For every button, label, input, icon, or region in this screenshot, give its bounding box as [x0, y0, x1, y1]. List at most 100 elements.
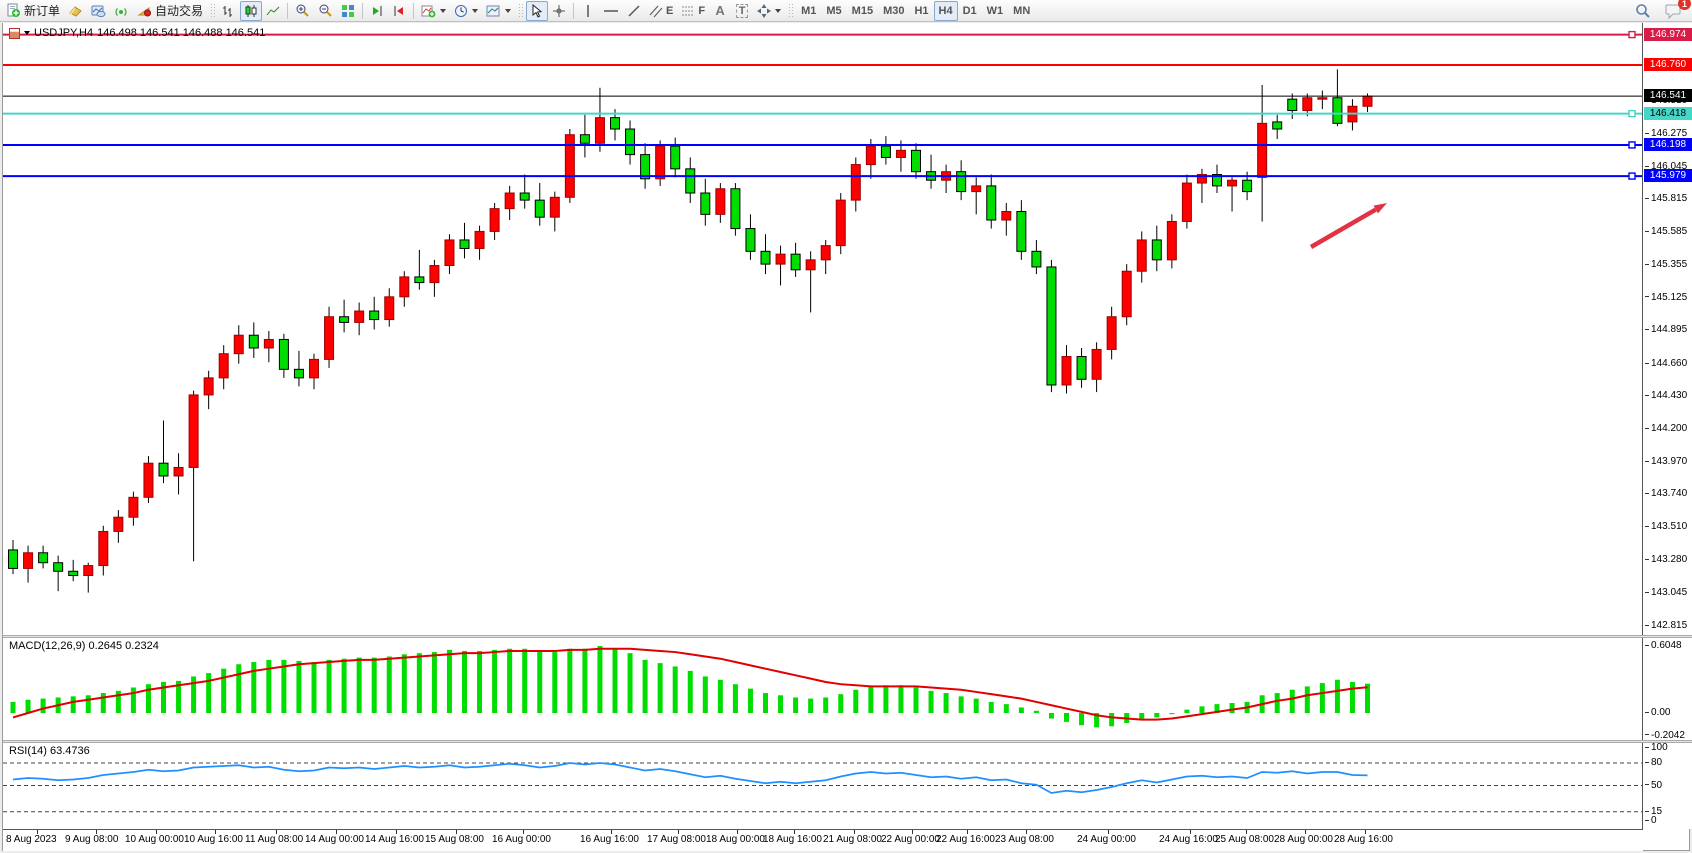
auto-trading-button[interactable]: 自动交易: [133, 1, 207, 21]
line-chart-button[interactable]: [262, 1, 284, 21]
vertical-line-button[interactable]: [577, 1, 599, 21]
time-tick: [1305, 830, 1306, 834]
time-label: 10 Aug 16:00: [184, 834, 243, 845]
time-tick: [854, 830, 855, 834]
level-price-badge: 145.979: [1644, 169, 1692, 183]
time-label: 9 Aug 08:00: [65, 834, 119, 845]
crosshair-button[interactable]: [548, 1, 570, 21]
time-label: 24 Aug 00:00: [1077, 834, 1136, 845]
bar-chart-icon: [222, 4, 236, 18]
time-label: 28 Aug 00:00: [1274, 834, 1333, 845]
toolbar-separator: [287, 2, 289, 19]
candlestick-chart-button[interactable]: [240, 0, 263, 21]
clock-icon: [454, 4, 468, 18]
chart-header: USDJPY,H4 146.498 146.541 146.488 146.54…: [9, 27, 265, 39]
price-axis[interactable]: 146.745146.510146.275146.045145.815145.5…: [1643, 23, 1692, 635]
cursor-button[interactable]: [526, 0, 549, 21]
time-tick: [1190, 830, 1191, 834]
quotes-button[interactable]: [64, 1, 87, 21]
price-tick: 145.815: [1645, 193, 1687, 204]
timeframe-M15[interactable]: M15: [851, 4, 874, 17]
symbol-period-label: USDJPY,H4: [34, 27, 94, 39]
price-chart-area[interactable]: USDJPY,H4 146.498 146.541 146.488 146.54…: [3, 23, 1643, 635]
zoom-out-button[interactable]: [314, 1, 337, 21]
signals-icon: [114, 4, 129, 18]
new-order-button[interactable]: 新订单: [2, 1, 64, 21]
time-tick: [1108, 830, 1109, 834]
price-tick: 144.430: [1645, 390, 1687, 401]
crosshair-icon: [552, 4, 566, 18]
rsi-tick: 0: [1645, 815, 1657, 826]
chart-window-icon: [9, 27, 20, 39]
level-price-badge: 146.760: [1644, 58, 1692, 72]
timeframe-D1[interactable]: D1: [962, 4, 977, 17]
macd-label: MACD(12,26,9) 0.2645 0.2324: [9, 640, 159, 652]
text-label-button[interactable]: T: [731, 1, 753, 21]
arrows-tool-icon: [757, 3, 772, 18]
notification-badge: 1: [1678, 0, 1691, 10]
timeframe-H4[interactable]: H4: [933, 0, 958, 21]
toolbar-grip: [788, 2, 794, 19]
rsi-tick: 50: [1645, 780, 1662, 791]
price-tick: 143.970: [1645, 456, 1687, 467]
price-tick: 143.740: [1645, 488, 1687, 499]
panel-splitter[interactable]: [3, 740, 1692, 743]
time-label: 24 Aug 16:00: [1159, 834, 1218, 845]
arrows-tool-button[interactable]: [753, 1, 785, 21]
zoom-in-button[interactable]: [291, 1, 314, 21]
toolbar-separator: [573, 2, 575, 19]
time-label: 21 Aug 08:00: [823, 834, 882, 845]
rsi-axis: 100 80 50 15 0: [1643, 742, 1692, 829]
chart-profile-icon: [91, 4, 106, 18]
level-price-badge: 146.198: [1644, 137, 1692, 151]
price-tick: 143.280: [1645, 554, 1687, 565]
periods-button[interactable]: [450, 1, 482, 21]
templates-button[interactable]: [482, 1, 515, 21]
time-tick: [611, 830, 612, 834]
time-label: 18 Aug 16:00: [763, 834, 822, 845]
timeframe-M5[interactable]: M5: [826, 4, 842, 17]
indicators-button[interactable]: [417, 1, 450, 21]
auto-scroll-button[interactable]: [366, 1, 388, 21]
macd-panel[interactable]: MACD(12,26,9) 0.2645 0.2324: [3, 638, 1643, 740]
search-button[interactable]: [1631, 1, 1655, 21]
timeframe-H1[interactable]: H1: [914, 4, 929, 17]
signals-button[interactable]: [110, 1, 133, 21]
tile-windows-button[interactable]: [337, 1, 359, 21]
price-tick: 144.895: [1645, 324, 1687, 335]
trendline-icon: [627, 4, 641, 18]
price-tick: 144.200: [1645, 423, 1687, 434]
rsi-name: RSI(14): [9, 745, 47, 757]
horizontal-line-icon: [603, 4, 619, 18]
timeframe-MN[interactable]: MN: [1013, 4, 1031, 17]
channel-glyph: E: [666, 4, 674, 17]
notifications-button[interactable]: 1: [1661, 0, 1691, 21]
time-axis[interactable]: 8 Aug 2023 9 Aug 08:00 10 Aug 00:00 10 Aug …: [3, 829, 1643, 851]
rsi-panel[interactable]: RSI(14) 63.4736: [3, 743, 1643, 829]
text-tool-button[interactable]: A: [709, 1, 731, 21]
toolbar-separator: [362, 2, 364, 19]
time-label: 17 Aug 08:00: [647, 834, 706, 845]
vertical-line-icon: [583, 4, 593, 18]
timeframe-W1[interactable]: W1: [986, 4, 1004, 17]
timeframe-M1[interactable]: M1: [801, 4, 817, 17]
panel-splitter[interactable]: [3, 635, 1692, 638]
chevron-down-icon[interactable]: [24, 31, 30, 35]
fibonacci-icon: [681, 4, 695, 18]
new-order-label: 新订单: [24, 4, 61, 18]
chart-profile-button[interactable]: [87, 1, 110, 21]
time-label: 25 Aug 08:00: [1215, 834, 1274, 845]
bar-chart-button[interactable]: [218, 1, 240, 21]
horizontal-line-button[interactable]: [599, 1, 623, 21]
time-label: 22 Aug 00:00: [881, 834, 940, 845]
tile-windows-icon: [341, 4, 355, 18]
macd-tick: -0.2042: [1645, 730, 1685, 741]
equidistant-channel-button[interactable]: E: [645, 1, 677, 21]
chart-shift-button[interactable]: [388, 1, 410, 21]
chart-shift-icon: [392, 4, 406, 18]
trendline-button[interactable]: [623, 1, 645, 21]
fibonacci-button[interactable]: F: [677, 1, 709, 21]
timeframe-M30[interactable]: M30: [883, 4, 905, 17]
time-tick: [737, 830, 738, 834]
time-tick: [1246, 830, 1247, 834]
